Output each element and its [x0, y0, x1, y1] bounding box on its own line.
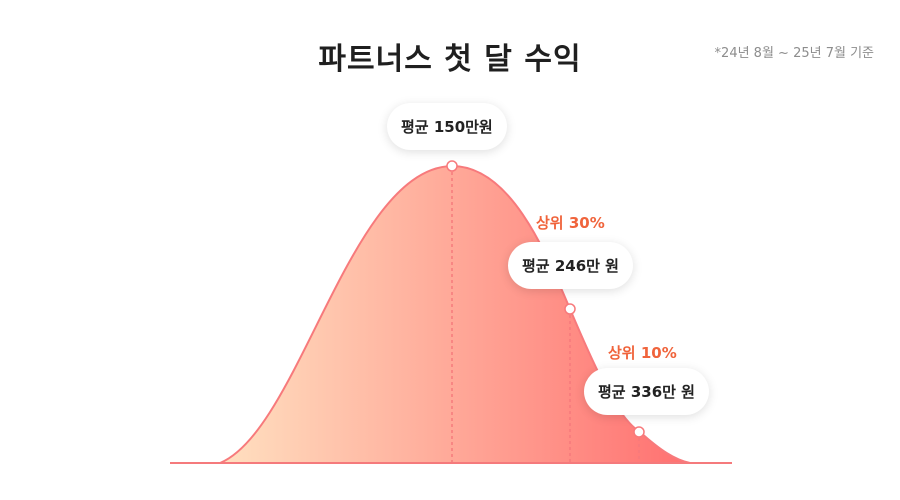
tier-label-top30: 상위 30%	[536, 214, 605, 232]
marker-point-3	[633, 426, 645, 438]
chart-title: 파트너스 첫 달 수익	[318, 42, 582, 77]
marker-label-top10: 평균 336만 원	[584, 368, 709, 415]
distribution-area	[220, 166, 690, 463]
tier-label-top10: 상위 10%	[608, 344, 677, 362]
marker-label-average: 평균 150만원	[387, 103, 507, 150]
marker-label-top30: 평균 246만 원	[508, 242, 633, 289]
marker-point-1	[446, 160, 458, 172]
marker-point-2	[564, 303, 576, 315]
period-note: *24년 8월 ~ 25년 7월 기준	[714, 46, 874, 61]
